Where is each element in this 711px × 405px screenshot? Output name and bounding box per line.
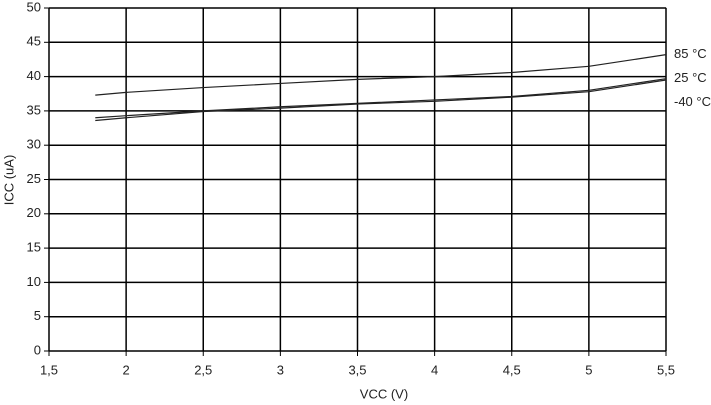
x-tick-label: 5 [585, 362, 592, 377]
y-tick-label: 30 [27, 137, 41, 152]
y-tick-label: 5 [34, 308, 41, 323]
y-tick-label: 0 [34, 342, 41, 357]
y-tick-label: 50 [27, 0, 41, 14]
x-tick-label: 2,5 [194, 362, 212, 377]
legend-label: -40 °C [674, 94, 711, 109]
y-tick-label: 25 [27, 171, 41, 186]
y-tick-label: 20 [27, 205, 41, 220]
x-tick-label: 3,5 [348, 362, 366, 377]
legend-label: 85 °C [674, 46, 707, 61]
legend-label: 25 °C [674, 70, 707, 85]
y-tick-label: 15 [27, 240, 41, 255]
x-tick-label: 4 [431, 362, 438, 377]
x-tick-label: 1,5 [40, 362, 58, 377]
x-tick-label: 2 [123, 362, 130, 377]
x-axis-label: VCC (V) [360, 386, 408, 401]
x-tick-label: 3 [277, 362, 284, 377]
x-tick-label: 4,5 [503, 362, 521, 377]
x-tick-label: 5,5 [657, 362, 675, 377]
series-line [95, 79, 667, 122]
y-tick-label: 40 [27, 68, 41, 83]
y-tick-label: 45 [27, 34, 41, 49]
series-line [95, 54, 667, 96]
series-line [95, 78, 667, 119]
y-tick-label: 35 [27, 102, 41, 117]
y-tick-label: 10 [27, 274, 41, 289]
y-axis-label: ICC (uA) [1, 155, 16, 206]
